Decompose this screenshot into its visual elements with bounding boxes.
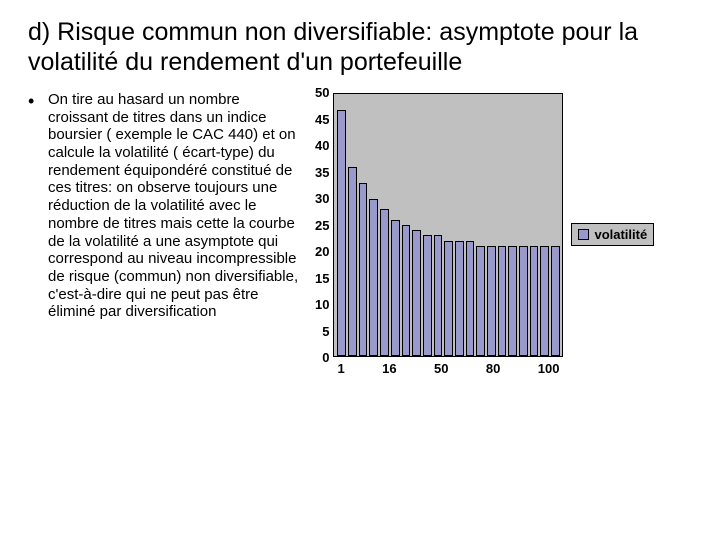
y-tick: 15 <box>315 271 329 286</box>
bar <box>487 246 496 356</box>
legend: volatilité <box>571 223 654 246</box>
y-tick: 35 <box>315 165 329 180</box>
bar <box>380 209 389 356</box>
plot-area <box>333 93 563 357</box>
content-row: • On tire au hasard un nombre croissant … <box>28 91 692 376</box>
y-tick: 50 <box>315 85 329 100</box>
y-tick: 30 <box>315 191 329 206</box>
bar <box>369 199 378 356</box>
bar <box>498 246 507 356</box>
bullet-column: • On tire au hasard un nombre croissant … <box>28 91 303 321</box>
bar <box>519 246 528 356</box>
bar <box>412 230 421 356</box>
bullet-marker: • <box>28 91 42 110</box>
bar <box>434 235 443 356</box>
slide-title: d) Risque commun non diversifiable: asym… <box>28 18 692 77</box>
chart-wrap: 50454035302520151050 1165080100 volatili… <box>315 93 692 376</box>
bar <box>444 241 453 356</box>
chart-column: 50454035302520151050 1165080100 volatili… <box>315 91 692 376</box>
x-tick: 50 <box>434 361 448 376</box>
y-tick: 45 <box>315 112 329 127</box>
y-tick: 10 <box>315 297 329 312</box>
x-tick: 80 <box>486 361 500 376</box>
legend-label: volatilité <box>594 227 647 242</box>
y-tick: 0 <box>315 350 329 365</box>
bar <box>508 246 517 356</box>
bar <box>359 183 368 356</box>
bar <box>455 241 464 356</box>
bar <box>530 246 539 356</box>
bar <box>337 110 346 356</box>
plot-outer: 1 16 50 80 100 <box>333 93 563 376</box>
bar <box>551 246 560 356</box>
bar <box>540 246 549 356</box>
bullet-text: On tire au hasard un nombre croissant de… <box>42 91 303 321</box>
x-tick: 100 <box>538 361 560 376</box>
x-tick: 1 <box>337 361 344 376</box>
chart-box: 50454035302520151050 1165080100 <box>315 93 563 376</box>
x-tick: 16 <box>382 361 396 376</box>
y-tick: 25 <box>315 218 329 233</box>
bar <box>423 235 432 356</box>
x-axis: 1 16 50 80 100 <box>333 357 563 376</box>
legend-swatch <box>578 229 589 240</box>
bar <box>348 167 357 356</box>
y-tick: 20 <box>315 244 329 259</box>
bar <box>402 225 411 356</box>
bar <box>476 246 485 356</box>
y-axis: 50454035302520151050 <box>315 85 333 365</box>
y-tick: 5 <box>315 324 329 339</box>
bar <box>466 241 475 356</box>
y-tick: 40 <box>315 138 329 153</box>
bar <box>391 220 400 356</box>
